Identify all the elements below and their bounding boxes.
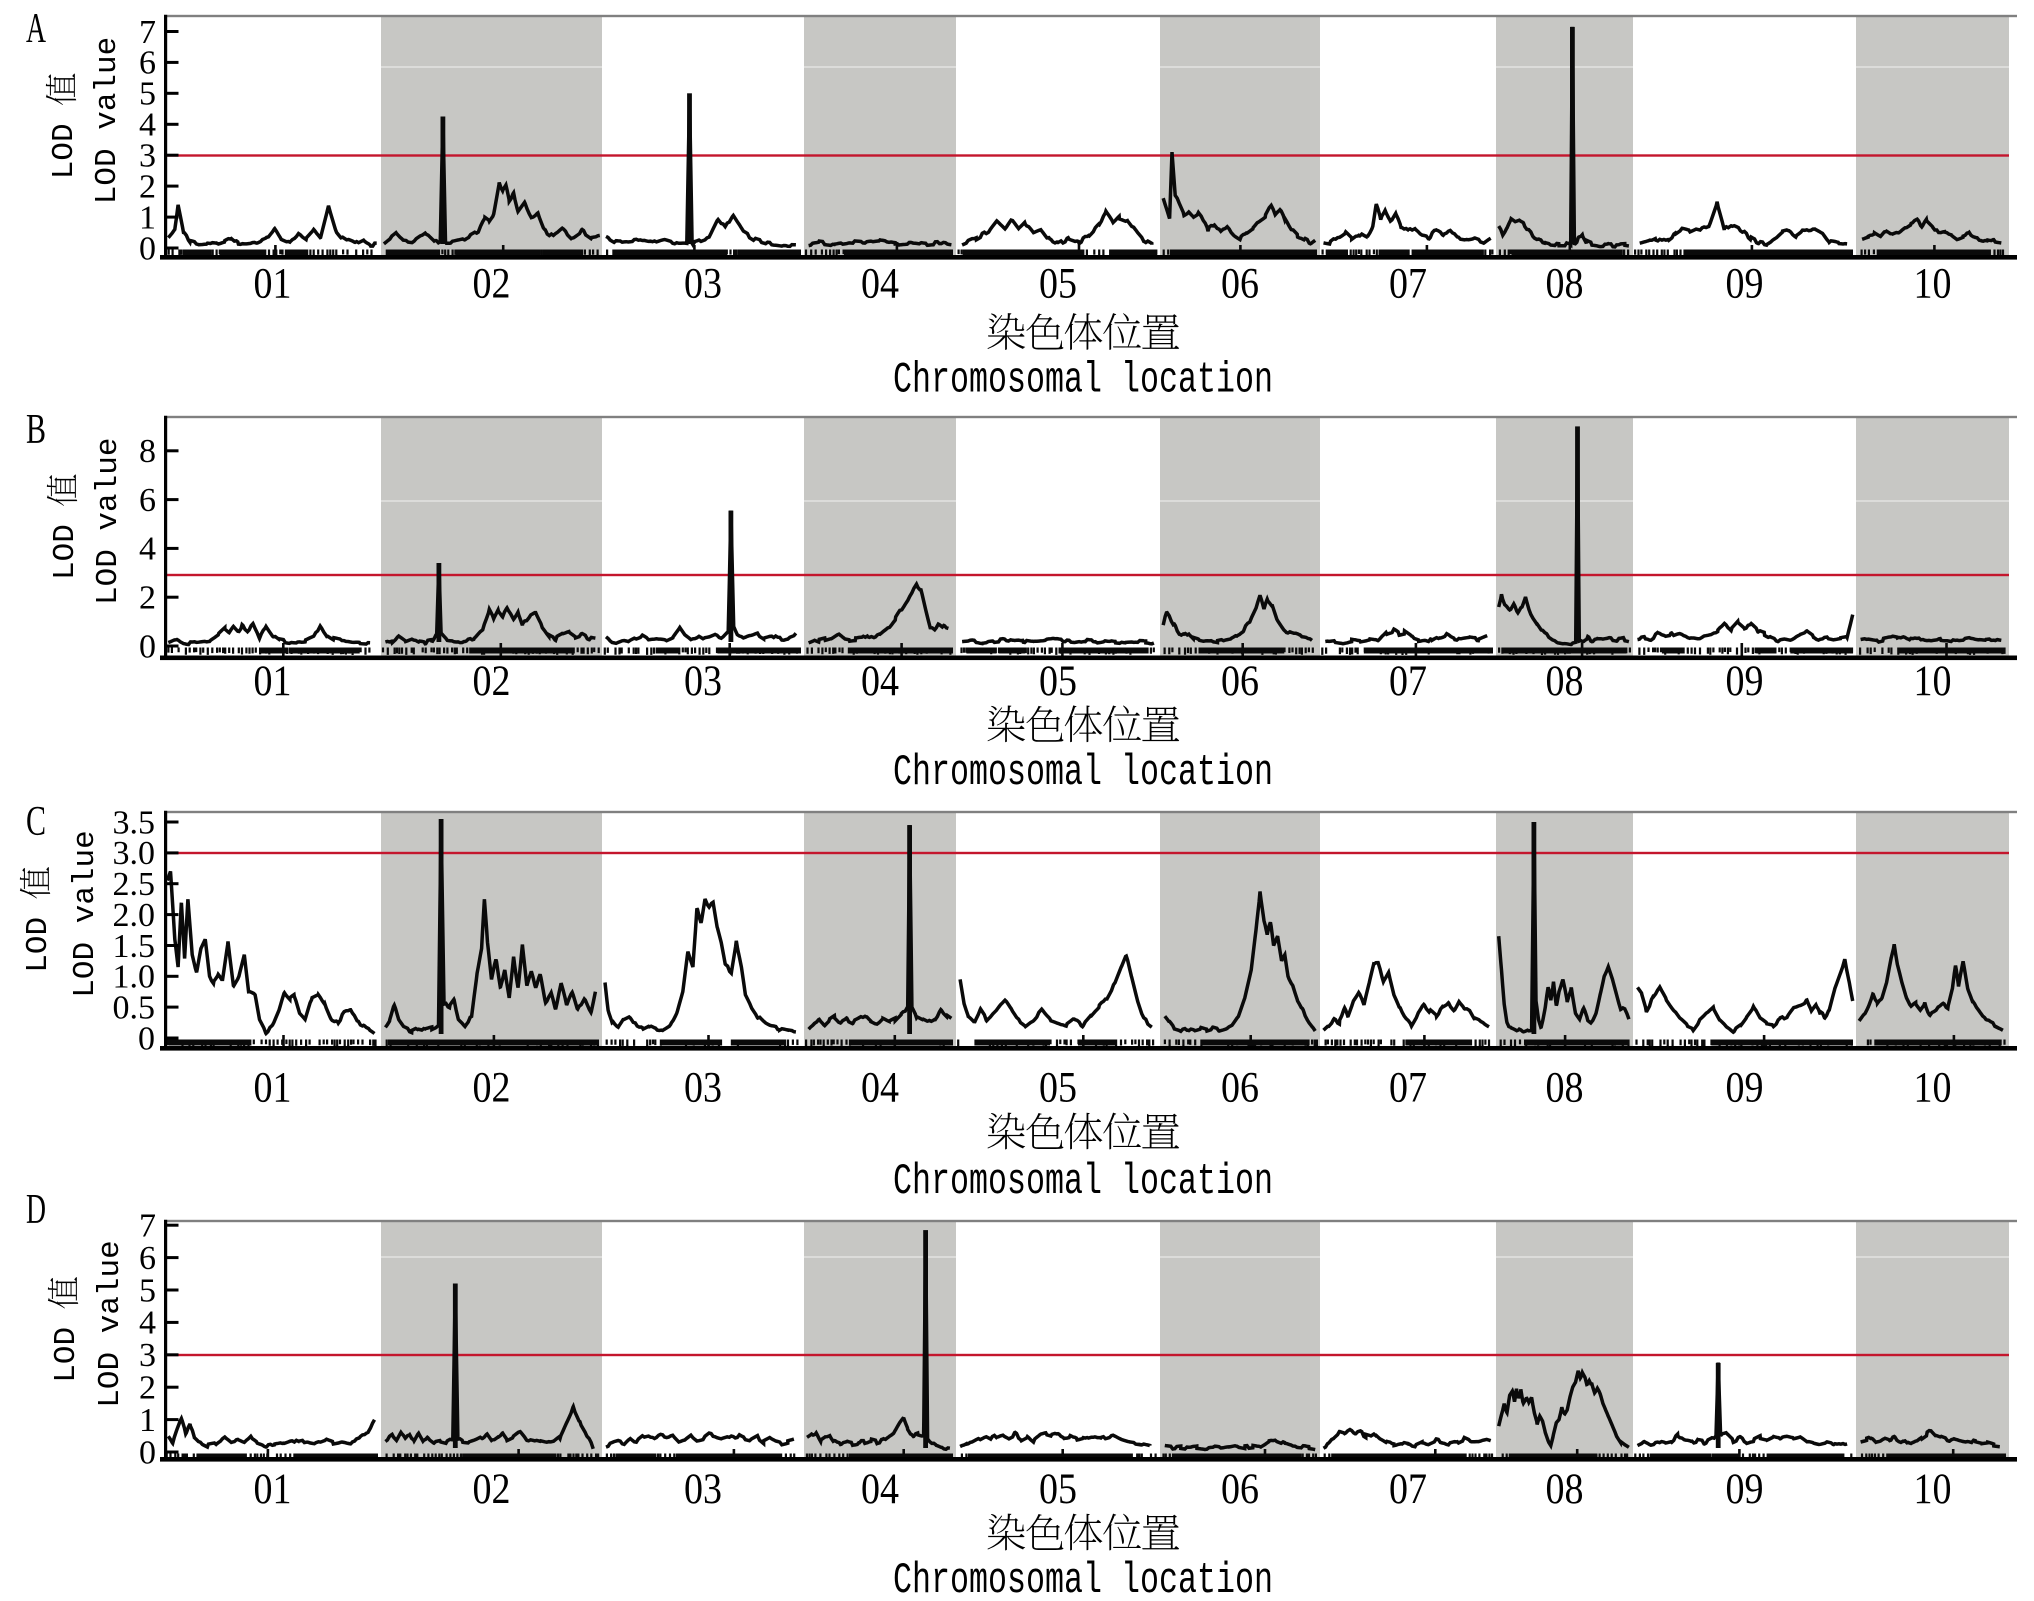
svg-text:1.0: 1.0 bbox=[113, 959, 156, 996]
svg-text:Chromosomal location: Chromosomal location bbox=[893, 1157, 1273, 1207]
svg-text:5: 5 bbox=[139, 76, 156, 113]
svg-text:02: 02 bbox=[473, 261, 511, 308]
svg-text:6: 6 bbox=[139, 482, 156, 519]
svg-text:LOD value: LOD value bbox=[93, 1240, 128, 1407]
svg-text:LOD: LOD bbox=[21, 917, 56, 973]
svg-text:09: 09 bbox=[1726, 658, 1764, 705]
svg-text:01: 01 bbox=[254, 1466, 292, 1513]
svg-text:06: 06 bbox=[1221, 1065, 1259, 1112]
svg-text:LOD: LOD bbox=[49, 1327, 84, 1383]
svg-text:7: 7 bbox=[139, 14, 156, 51]
svg-text:01: 01 bbox=[254, 1065, 292, 1112]
svg-text:03: 03 bbox=[684, 658, 722, 705]
svg-text:0: 0 bbox=[139, 628, 156, 665]
svg-text:08: 08 bbox=[1546, 1466, 1584, 1513]
svg-text:05: 05 bbox=[1039, 1466, 1077, 1513]
svg-text:05: 05 bbox=[1039, 1065, 1077, 1112]
svg-text:3.0: 3.0 bbox=[113, 835, 156, 872]
svg-text:2: 2 bbox=[139, 580, 156, 617]
svg-text:02: 02 bbox=[473, 1466, 511, 1513]
svg-text:6: 6 bbox=[139, 1240, 156, 1277]
svg-text:0: 0 bbox=[138, 1020, 155, 1057]
svg-text:06: 06 bbox=[1221, 1466, 1259, 1513]
svg-text:3: 3 bbox=[139, 138, 156, 175]
svg-text:09: 09 bbox=[1726, 1466, 1764, 1513]
svg-text:04: 04 bbox=[861, 1466, 899, 1513]
svg-text:07: 07 bbox=[1389, 1466, 1427, 1513]
svg-text:Chromosomal location: Chromosomal location bbox=[893, 1556, 1273, 1601]
svg-text:10: 10 bbox=[1914, 1466, 1952, 1513]
svg-text:1: 1 bbox=[139, 1402, 156, 1439]
svg-text:02: 02 bbox=[473, 1065, 511, 1112]
svg-text:03: 03 bbox=[684, 261, 722, 308]
svg-text:08: 08 bbox=[1546, 261, 1584, 308]
svg-text:10: 10 bbox=[1914, 1065, 1952, 1112]
svg-text:04: 04 bbox=[861, 658, 899, 705]
svg-text:5: 5 bbox=[139, 1272, 156, 1309]
svg-text:LOD: LOD bbox=[47, 123, 82, 179]
svg-text:4: 4 bbox=[139, 107, 156, 144]
svg-text:05: 05 bbox=[1039, 261, 1077, 308]
svg-text:Chromosomal location: Chromosomal location bbox=[893, 356, 1273, 406]
svg-text:03: 03 bbox=[684, 1466, 722, 1513]
svg-text:04: 04 bbox=[861, 1065, 899, 1112]
svg-text:C: C bbox=[26, 799, 46, 845]
svg-text:10: 10 bbox=[1914, 658, 1952, 705]
svg-text:08: 08 bbox=[1546, 658, 1584, 705]
svg-text:05: 05 bbox=[1039, 658, 1077, 705]
svg-text:4: 4 bbox=[139, 531, 156, 568]
svg-text:2.5: 2.5 bbox=[113, 866, 156, 903]
svg-text:1: 1 bbox=[139, 199, 156, 236]
svg-text:07: 07 bbox=[1389, 1065, 1427, 1112]
svg-text:02: 02 bbox=[473, 658, 511, 705]
svg-text:0: 0 bbox=[139, 1434, 156, 1471]
svg-text:01: 01 bbox=[254, 658, 292, 705]
svg-text:1.5: 1.5 bbox=[113, 928, 156, 965]
svg-text:7: 7 bbox=[139, 1208, 156, 1245]
svg-text:06: 06 bbox=[1221, 658, 1259, 705]
svg-text:4: 4 bbox=[139, 1305, 156, 1342]
svg-text:6: 6 bbox=[139, 45, 156, 82]
svg-text:07: 07 bbox=[1389, 261, 1427, 308]
svg-text:07: 07 bbox=[1389, 658, 1427, 705]
svg-text:01: 01 bbox=[254, 261, 292, 308]
svg-text:8: 8 bbox=[139, 433, 156, 470]
svg-text:LOD value: LOD value bbox=[68, 830, 103, 997]
svg-text:LOD value: LOD value bbox=[90, 37, 125, 204]
svg-text:D: D bbox=[26, 1187, 46, 1233]
svg-text:09: 09 bbox=[1726, 1065, 1764, 1112]
svg-text:06: 06 bbox=[1221, 261, 1259, 308]
svg-text:03: 03 bbox=[684, 1065, 722, 1112]
svg-text:2: 2 bbox=[139, 1370, 156, 1407]
svg-text:0: 0 bbox=[139, 230, 156, 267]
svg-text:LOD value: LOD value bbox=[91, 438, 126, 605]
svg-text:2.0: 2.0 bbox=[113, 897, 156, 934]
svg-text:LOD: LOD bbox=[48, 524, 83, 580]
svg-text:B: B bbox=[26, 407, 46, 453]
svg-text:10: 10 bbox=[1914, 261, 1952, 308]
svg-text:Chromosomal location: Chromosomal location bbox=[893, 748, 1273, 798]
svg-text:0.5: 0.5 bbox=[113, 989, 156, 1026]
svg-text:04: 04 bbox=[861, 261, 899, 308]
svg-text:3.5: 3.5 bbox=[113, 804, 156, 841]
svg-text:2: 2 bbox=[139, 168, 156, 205]
svg-text:09: 09 bbox=[1726, 261, 1764, 308]
svg-text:3: 3 bbox=[139, 1337, 156, 1374]
svg-text:A: A bbox=[26, 6, 46, 52]
svg-text:08: 08 bbox=[1546, 1065, 1584, 1112]
